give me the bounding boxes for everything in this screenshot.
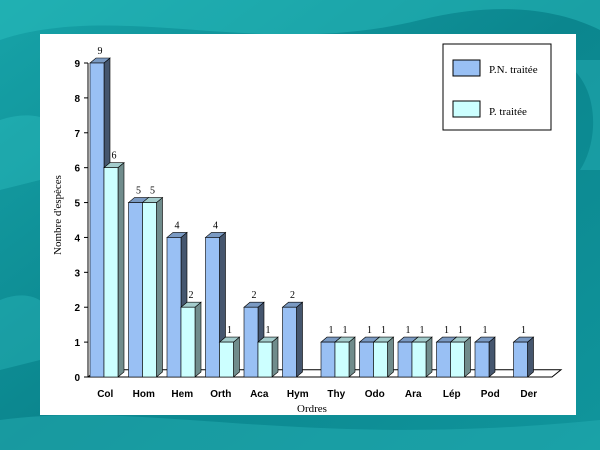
bar-p-Col xyxy=(103,162,125,378)
legend-label-p: P. traitée xyxy=(489,106,527,118)
x-tick-label: Hom xyxy=(133,389,155,400)
bar-p-Ara xyxy=(411,336,433,378)
y-tick-label: 3 xyxy=(74,268,80,279)
y-tick-label: 8 xyxy=(74,94,80,105)
bar-p-Thy xyxy=(334,336,356,378)
y-tick-label: 5 xyxy=(74,199,80,210)
data-label-pn-Pod: 1 xyxy=(483,325,488,336)
bar-p-Odo xyxy=(372,336,395,378)
bars xyxy=(89,57,535,378)
data-label-pn-Ara: 1 xyxy=(406,325,411,336)
x-axis-title: Ordres xyxy=(297,403,327,415)
legend-label-pn: P.N. traitée xyxy=(489,64,538,76)
data-label-pn-Hym: 2 xyxy=(290,290,295,301)
bar-p-Hom xyxy=(141,196,164,378)
legend-swatch-p xyxy=(452,100,481,118)
data-label-pn-Der: 1 xyxy=(521,325,526,336)
data-label-p-Thy: 1 xyxy=(343,325,348,336)
data-label-pn-Hem: 4 xyxy=(175,220,180,231)
x-tick-label: Ara xyxy=(405,389,422,400)
y-tick-label: 2 xyxy=(74,303,80,314)
data-label-pn-Hom: 5 xyxy=(136,186,141,197)
bar-p-Hem xyxy=(180,301,202,378)
x-tick-label: Der xyxy=(520,389,537,400)
bar-pn-Hym xyxy=(281,301,304,378)
x-tick-label: Orth xyxy=(210,389,231,400)
data-label-p-Odo: 1 xyxy=(381,325,386,336)
y-tick-label: 7 xyxy=(74,129,80,140)
data-label-pn-Lép: 1 xyxy=(444,325,449,336)
data-label-pn-Orth: 4 xyxy=(213,220,218,231)
data-label-pn-Aca: 2 xyxy=(252,290,257,301)
data-label-p-Hem: 2 xyxy=(189,290,194,301)
x-tick-label: Pod xyxy=(481,389,500,400)
data-label-pn-Col: 9 xyxy=(98,46,103,57)
data-label-p-Orth: 1 xyxy=(227,325,232,336)
bar-p-Aca xyxy=(257,336,279,378)
bar-p-Lép xyxy=(449,336,472,378)
data-label-p-Ara: 1 xyxy=(420,325,425,336)
data-label-pn-Odo: 1 xyxy=(367,325,372,336)
y-tick-label: 4 xyxy=(74,233,80,244)
y-tick-label: 1 xyxy=(74,338,80,349)
data-label-p-Lép: 1 xyxy=(458,325,463,336)
legend: P.N. traitée P. traitée xyxy=(442,43,552,131)
data-label-p-Aca: 1 xyxy=(266,325,271,336)
y-tick-label: 0 xyxy=(74,373,80,384)
bar-pn-Pod xyxy=(474,336,496,378)
x-tick-label: Hem xyxy=(171,389,193,400)
y-axis-title: Nombre d'espèces xyxy=(52,175,64,255)
bar-p-Orth xyxy=(218,336,241,378)
x-tick-label: Odo xyxy=(365,389,385,400)
data-label-p-Col: 6 xyxy=(112,151,117,162)
x-tick-label: Col xyxy=(97,389,113,400)
bar-pn-Der xyxy=(512,336,535,378)
x-tick-label: Hym xyxy=(287,389,309,400)
bar-pn-Hem xyxy=(166,231,188,378)
x-tick-label: Lép xyxy=(443,389,461,400)
legend-swatch-pn xyxy=(452,59,481,77)
data-label-p-Hom: 5 xyxy=(150,186,155,197)
x-tick-label: Aca xyxy=(250,389,269,400)
data-label-pn-Thy: 1 xyxy=(329,325,334,336)
y-tick-label: 9 xyxy=(74,59,80,70)
y-tick-label: 6 xyxy=(74,164,80,175)
x-tick-label: Thy xyxy=(327,389,345,400)
